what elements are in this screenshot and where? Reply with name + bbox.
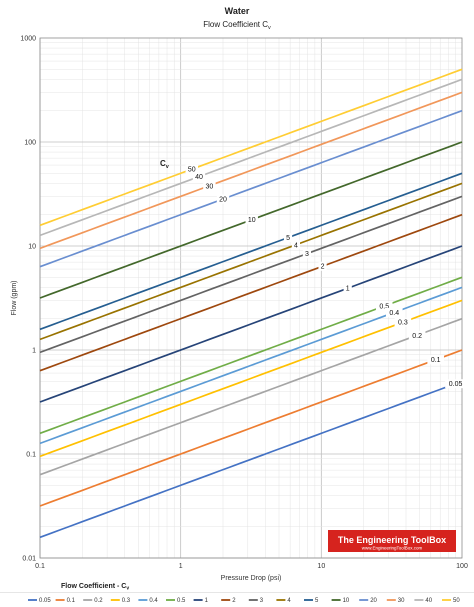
legend: 0.05 0.1 0.2 0.3 0.4 0.5 1 2 3 4 5 10 20 30 40 50 — [28, 598, 460, 604]
line-label-0.5: 0.5 — [379, 304, 389, 311]
y-axis-label: Flow (gpm) — [11, 280, 18, 315]
line-label-20: 20 — [219, 197, 227, 204]
series-lines — [39, 68, 463, 539]
y-tick-labels: 0.01 0.1 1 10 100 1000 — [20, 36, 36, 563]
x-tick-label: 100 — [456, 563, 468, 570]
y-tick-label: 0.1 — [26, 452, 36, 459]
line-label-bg — [375, 301, 393, 311]
line-label-0.2: 0.2 — [412, 333, 422, 340]
line-label-4: 4 — [294, 242, 298, 249]
y-tick-label: 1 — [32, 348, 36, 355]
line-label-bg — [394, 317, 412, 327]
line-label-bg — [185, 164, 199, 174]
line-label-bg — [283, 233, 293, 243]
legend-entry-0.05: 0.05 — [39, 598, 51, 604]
legend-entry-0.3: 0.3 — [122, 598, 131, 604]
series-line-cv-0.5 — [39, 276, 463, 435]
legend-entry-3: 3 — [260, 598, 264, 604]
series-line-cv-50 — [39, 68, 463, 227]
x-tick-labels: 0.1 1 10 100 — [35, 563, 468, 570]
grid-lines — [39, 38, 462, 559]
y-tick-label: 1000 — [20, 36, 36, 43]
series-line-cv-20 — [39, 109, 463, 268]
line-label-bg — [291, 240, 301, 250]
line-label-2: 2 — [321, 264, 325, 271]
series-line-cv-40 — [39, 78, 463, 237]
legend-entry-2: 2 — [232, 598, 236, 604]
line-label-bg — [302, 249, 312, 259]
line-label-0.05: 0.05 — [449, 381, 463, 388]
legend-divider — [0, 592, 474, 593]
legend-title: Flow Coefficient - Cv — [61, 583, 129, 592]
x-tick-label: 0.1 — [35, 563, 45, 570]
legend-entry-0.2: 0.2 — [94, 598, 103, 604]
legend-entry-50: 50 — [453, 598, 460, 604]
legend-entry-0.4: 0.4 — [149, 598, 158, 604]
line-label-0.1: 0.1 — [431, 357, 441, 364]
line-label-5: 5 — [286, 235, 290, 242]
legend-entry-0.1: 0.1 — [67, 598, 76, 604]
legend-entry-40: 40 — [425, 598, 432, 604]
line-label-10: 10 — [248, 217, 256, 224]
line-label-40: 40 — [195, 174, 203, 181]
cv-symbol: Cv — [160, 159, 170, 170]
x-tick-label: 1 — [179, 563, 183, 570]
y-tick-label: 10 — [28, 244, 36, 251]
legend-entry-30: 30 — [398, 598, 405, 604]
legend-entry-5: 5 — [315, 598, 319, 604]
line-label-bg — [203, 181, 216, 191]
line-label-bg — [343, 283, 352, 293]
line-label-3: 3 — [305, 251, 309, 258]
line-label-30: 30 — [205, 183, 213, 190]
line-label-bg — [385, 307, 403, 317]
line-label-bg — [318, 261, 327, 271]
logo-title: The Engineering ToolBox — [338, 535, 446, 545]
series-line-cv-30 — [39, 91, 463, 250]
chart-title: Water — [225, 6, 250, 16]
x-tick-label: 10 — [317, 563, 325, 570]
legend-entry-20: 20 — [370, 598, 377, 604]
chart-subtitle: Flow Coefficient Cv — [203, 20, 271, 31]
line-label-bg — [216, 194, 230, 204]
logo-background — [328, 530, 456, 552]
series-line-cv-1 — [39, 245, 463, 403]
series-line-cv-3 — [39, 195, 463, 354]
line-label-bg — [245, 215, 258, 225]
legend-entry-0.5: 0.5 — [177, 598, 186, 604]
series-line-cv-0.05 — [39, 380, 463, 539]
line-label-bg — [445, 379, 466, 389]
y-tick-label: 100 — [24, 140, 36, 147]
x-axis-label: Pressure Drop (psi) — [221, 575, 282, 582]
y-tick-label: 0.01 — [22, 556, 36, 563]
line-label-bg — [408, 330, 426, 340]
series-line-cv-2 — [39, 213, 463, 372]
line-label-1: 1 — [346, 286, 350, 293]
line-label-bg — [192, 172, 206, 182]
logo: The Engineering ToolBox www.EngineeringT… — [328, 530, 456, 552]
series-line-cv-4 — [39, 182, 463, 341]
line-label-0.3: 0.3 — [398, 320, 408, 327]
legend-entry-1: 1 — [205, 598, 209, 604]
series-line-cv-0.1 — [39, 349, 463, 507]
line-label-bg — [427, 355, 444, 365]
series-line-cv-0.3 — [39, 299, 463, 458]
logo-url: www.EngineeringToolBox.com — [362, 546, 423, 551]
legend-entry-10: 10 — [343, 598, 350, 604]
line-label-50: 50 — [188, 167, 196, 174]
line-label-0.4: 0.4 — [389, 310, 399, 317]
series-line-cv-0.2 — [39, 317, 463, 476]
legend-entry-4: 4 — [287, 598, 291, 604]
series-line-cv-5 — [39, 172, 463, 331]
